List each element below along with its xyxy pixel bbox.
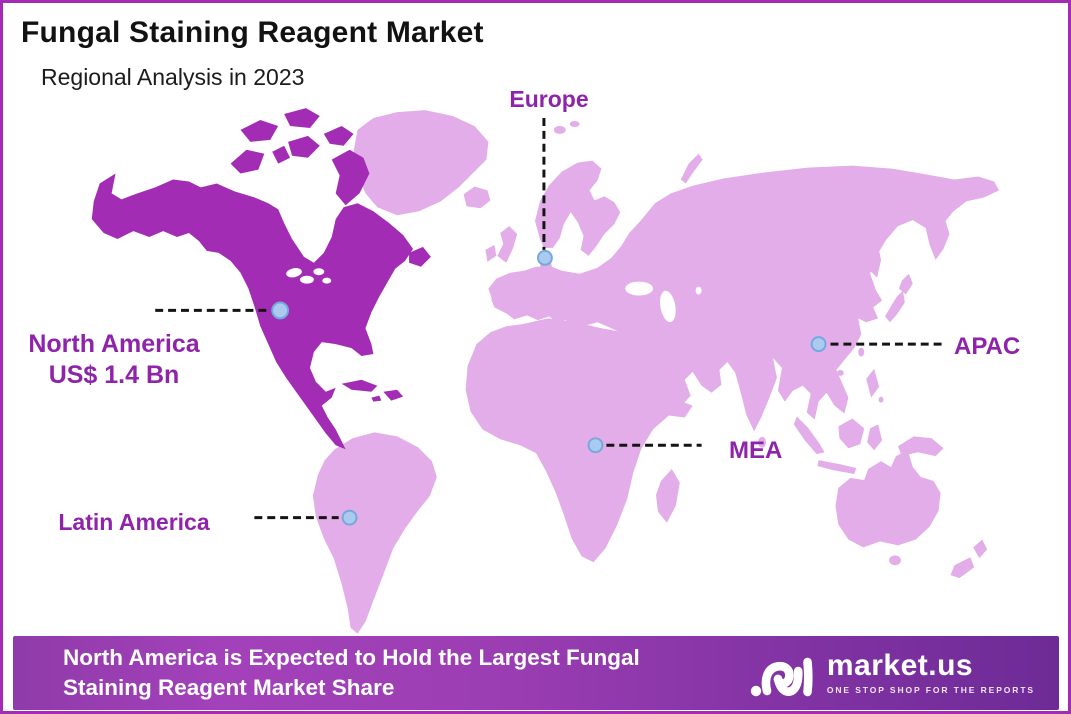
landmass-iceland bbox=[463, 186, 491, 209]
label-north-america-value: US$ 1.4 Bn bbox=[48, 361, 180, 389]
landmass-south-america bbox=[312, 432, 437, 634]
landmass-italy bbox=[555, 292, 580, 331]
label-north-america: North America US$ 1.4 Bn bbox=[19, 329, 209, 391]
landmass-new-guinea bbox=[897, 436, 944, 457]
marker-apac bbox=[810, 336, 827, 353]
leader-lines bbox=[155, 118, 942, 520]
banner-annotation: North America is Expected to Hold the La… bbox=[63, 643, 640, 702]
inland-seas bbox=[625, 204, 702, 323]
landmass-eurasia bbox=[488, 165, 1000, 432]
landmass-borneo bbox=[838, 418, 865, 449]
label-mea: MEA bbox=[729, 437, 783, 464]
landmass-sri-lanka bbox=[758, 436, 767, 448]
brand-name: market.us bbox=[826, 649, 974, 682]
landmass-uk bbox=[497, 226, 518, 263]
bottom-banner: North America is Expected to Hold the La… bbox=[13, 636, 1059, 710]
brand-tagline: ONE STOP SHOP FOR THE REPORTS bbox=[826, 685, 1035, 695]
landmass-greenland bbox=[353, 110, 489, 216]
landmass-newfoundland bbox=[409, 246, 431, 267]
brand-logo-text: market.us ONE STOP SHOP FOR THE REPORTS bbox=[826, 649, 1035, 696]
banner-line-2: Staining Reagent Market Share bbox=[63, 675, 395, 700]
marker-latin-america bbox=[341, 509, 358, 526]
markers bbox=[271, 249, 827, 526]
landmass-madagascar bbox=[655, 469, 680, 523]
brand-logo: market.us ONE STOP SHOP FOR THE REPORTS bbox=[750, 645, 1035, 701]
landmass-ireland bbox=[485, 244, 497, 262]
landmass-australia bbox=[835, 450, 941, 548]
landmass-philippines bbox=[866, 368, 880, 398]
page-title: Fungal Staining Reagent Market bbox=[21, 16, 484, 49]
label-europe: Europe bbox=[509, 86, 589, 112]
label-apac: APAC bbox=[954, 333, 1021, 360]
landmass-java bbox=[817, 460, 857, 475]
label-latin-america: Latin America bbox=[58, 509, 210, 535]
region-north-america bbox=[91, 108, 431, 450]
market-us-logo-icon bbox=[750, 657, 813, 697]
landmass-sakhalin bbox=[869, 241, 882, 278]
marker-north-america bbox=[271, 301, 290, 320]
world-map bbox=[91, 108, 1000, 634]
landmass-greece bbox=[585, 300, 598, 321]
landmass-tasmania bbox=[889, 555, 901, 566]
marker-europe bbox=[536, 249, 553, 266]
page-subtitle: Regional Analysis in 2023 bbox=[41, 64, 305, 90]
landmass-north-america bbox=[91, 173, 414, 450]
great-lakes bbox=[286, 268, 332, 284]
banner-line-1: North America is Expected to Hold the La… bbox=[63, 645, 640, 671]
landmass-sulawesi bbox=[867, 424, 883, 451]
landmass-new-zealand bbox=[973, 539, 988, 559]
landmass-scandinavia bbox=[535, 160, 621, 256]
landmass-africa bbox=[465, 318, 693, 563]
landmass-baffin bbox=[331, 149, 370, 206]
marker-mea bbox=[587, 437, 604, 454]
landmass-cuba bbox=[341, 379, 378, 392]
landmass-sumatra bbox=[793, 416, 825, 455]
landmass-japan bbox=[898, 273, 913, 295]
region-rest-of-world bbox=[312, 110, 1000, 634]
label-north-america-name: North America bbox=[28, 330, 200, 358]
